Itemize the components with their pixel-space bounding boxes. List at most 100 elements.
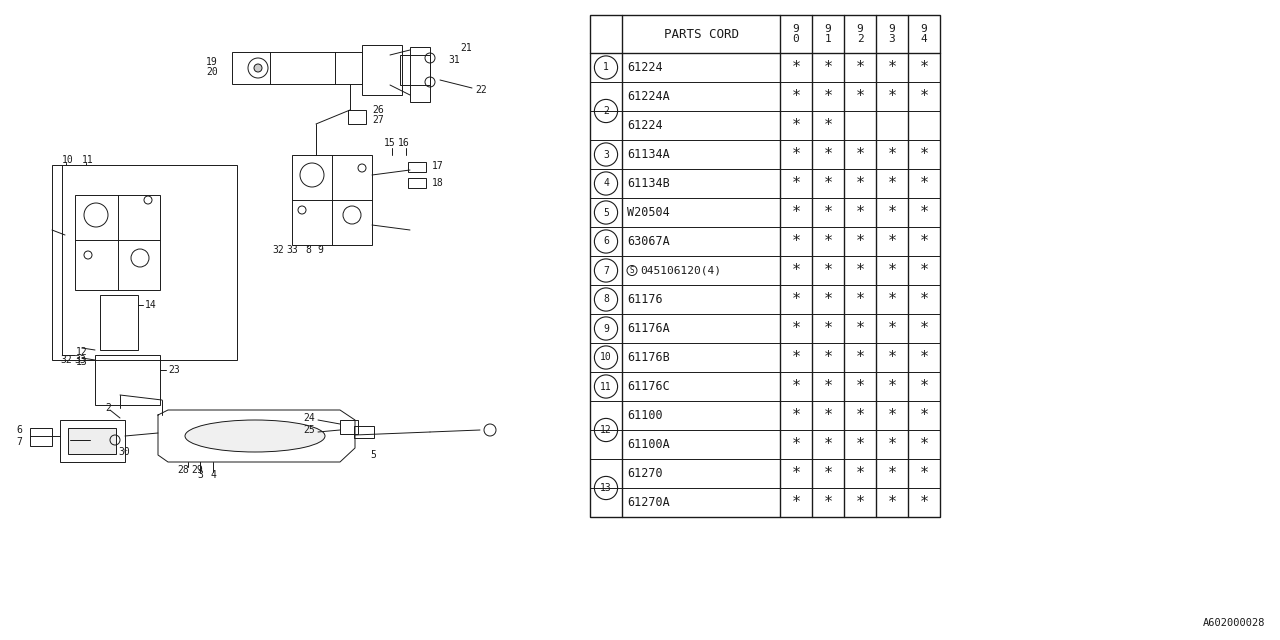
Text: 61176B: 61176B — [627, 351, 669, 364]
Text: 61176: 61176 — [627, 293, 663, 306]
Text: *: * — [887, 292, 896, 307]
Text: *: * — [919, 263, 928, 278]
Text: *: * — [919, 89, 928, 104]
Text: 6: 6 — [603, 237, 609, 246]
Text: S: S — [630, 266, 635, 275]
Text: 61134B: 61134B — [627, 177, 669, 190]
Text: 61134A: 61134A — [627, 148, 669, 161]
Text: 30: 30 — [118, 447, 129, 457]
Text: 61224: 61224 — [627, 61, 663, 74]
Text: 61224A: 61224A — [627, 90, 669, 103]
Text: *: * — [919, 234, 928, 249]
Bar — [68, 428, 116, 454]
Text: *: * — [919, 60, 928, 75]
Text: *: * — [919, 408, 928, 423]
Text: 8: 8 — [305, 245, 311, 255]
Text: *: * — [791, 118, 800, 133]
Text: 9
4: 9 4 — [920, 24, 928, 44]
Text: *: * — [855, 466, 864, 481]
Bar — [95, 355, 160, 405]
Bar — [340, 420, 358, 434]
Text: *: * — [887, 89, 896, 104]
Text: *: * — [887, 263, 896, 278]
Text: 2: 2 — [105, 403, 111, 413]
Text: *: * — [823, 466, 832, 481]
Text: *: * — [823, 118, 832, 133]
Text: 12: 12 — [600, 425, 612, 435]
Text: 33: 33 — [74, 355, 86, 365]
Text: *: * — [919, 176, 928, 191]
Text: *: * — [887, 495, 896, 510]
Text: 8: 8 — [603, 294, 609, 305]
Text: 14: 14 — [145, 300, 156, 310]
Text: *: * — [855, 234, 864, 249]
Text: *: * — [791, 176, 800, 191]
Text: 18: 18 — [433, 178, 444, 188]
Text: *: * — [823, 234, 832, 249]
Text: 15: 15 — [384, 138, 396, 148]
Bar — [408, 162, 426, 172]
Ellipse shape — [186, 420, 325, 452]
Text: 13: 13 — [600, 483, 612, 493]
Text: 10: 10 — [600, 353, 612, 362]
Text: *: * — [791, 263, 800, 278]
Text: *: * — [791, 321, 800, 336]
Text: *: * — [855, 408, 864, 423]
Text: *: * — [855, 437, 864, 452]
Text: 26: 26 — [372, 105, 384, 115]
Text: W20504: W20504 — [627, 206, 669, 219]
Text: *: * — [791, 292, 800, 307]
Text: 4: 4 — [210, 470, 216, 480]
Text: 61100: 61100 — [627, 409, 663, 422]
Text: 21: 21 — [460, 43, 472, 53]
Text: 9: 9 — [603, 323, 609, 333]
Text: 9
1: 9 1 — [824, 24, 832, 44]
Text: 61176A: 61176A — [627, 322, 669, 335]
Text: *: * — [791, 60, 800, 75]
Text: *: * — [855, 321, 864, 336]
Text: *: * — [823, 176, 832, 191]
Text: 9: 9 — [317, 245, 323, 255]
Text: *: * — [855, 292, 864, 307]
Text: 7: 7 — [17, 437, 22, 447]
Text: *: * — [887, 234, 896, 249]
Text: *: * — [855, 60, 864, 75]
Text: 9
0: 9 0 — [792, 24, 800, 44]
Text: 24: 24 — [303, 413, 315, 423]
Text: 61176C: 61176C — [627, 380, 669, 393]
Text: *: * — [887, 379, 896, 394]
Text: *: * — [855, 495, 864, 510]
Text: *: * — [919, 437, 928, 452]
Bar — [410, 47, 430, 102]
Text: *: * — [919, 466, 928, 481]
Text: 28: 28 — [177, 465, 189, 475]
Text: *: * — [823, 292, 832, 307]
Text: 1: 1 — [603, 63, 609, 72]
Text: 23: 23 — [168, 365, 179, 375]
Text: *: * — [823, 437, 832, 452]
Text: *: * — [791, 379, 800, 394]
Text: *: * — [855, 205, 864, 220]
Text: 19: 19 — [206, 57, 218, 67]
Text: *: * — [823, 263, 832, 278]
Text: *: * — [823, 147, 832, 162]
Text: *: * — [887, 321, 896, 336]
Text: A602000028: A602000028 — [1202, 618, 1265, 628]
Text: 11: 11 — [600, 381, 612, 392]
Text: *: * — [791, 437, 800, 452]
Text: *: * — [919, 350, 928, 365]
Text: *: * — [887, 176, 896, 191]
Bar — [355, 426, 374, 438]
Text: *: * — [823, 60, 832, 75]
Text: 6: 6 — [17, 425, 22, 435]
Bar — [29, 428, 52, 446]
Text: PARTS CORD: PARTS CORD — [663, 28, 739, 40]
Text: 20: 20 — [206, 67, 218, 77]
Text: *: * — [887, 147, 896, 162]
Text: *: * — [823, 495, 832, 510]
Text: 31: 31 — [448, 55, 460, 65]
Text: *: * — [791, 495, 800, 510]
Text: *: * — [919, 495, 928, 510]
Text: 5: 5 — [370, 450, 376, 460]
Text: *: * — [887, 60, 896, 75]
